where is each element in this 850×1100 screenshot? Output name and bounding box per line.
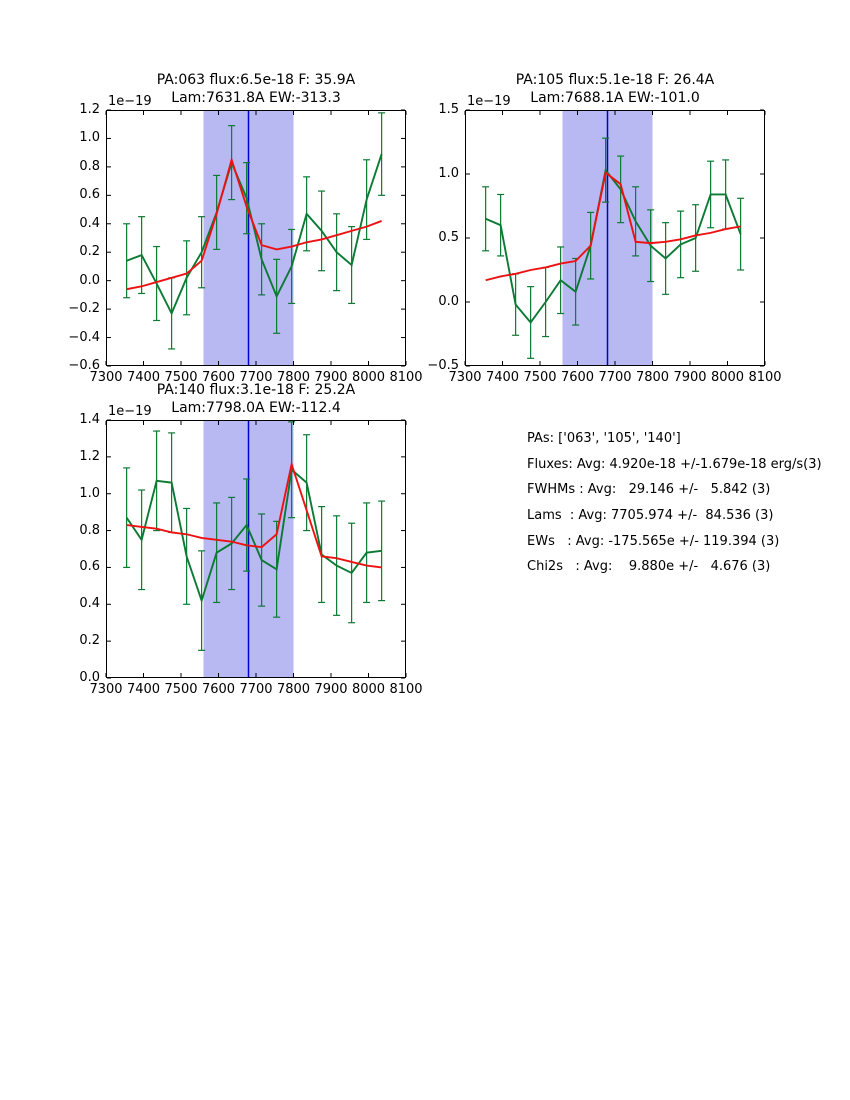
y-tick-label: 0.6 xyxy=(79,559,100,575)
x-tick-label: 7800 xyxy=(276,682,311,697)
y-tick-label: 0.0 xyxy=(79,272,100,288)
x-tick-label: 7900 xyxy=(673,370,707,385)
x-tick-label: 8000 xyxy=(710,370,745,385)
x-tick-label: 7900 xyxy=(314,682,348,697)
y-tick-label: −0.2 xyxy=(68,301,100,317)
spectrum-line xyxy=(125,467,382,604)
x-tick-label: 7400 xyxy=(126,370,161,385)
stats-panel: PAs: ['063', '105', '140'] Fluxes: Avg: … xyxy=(527,431,822,585)
x-tick-label: 7600 xyxy=(201,682,236,697)
y-tick-label: 1.2 xyxy=(79,449,100,465)
x-tick-label: 7300 xyxy=(89,370,123,385)
y-tick-label: −0.5 xyxy=(427,358,459,374)
y-tick-label: 1.0 xyxy=(438,166,459,182)
y-axis-offset-label: 1e−19 xyxy=(467,94,511,109)
x-tick-label: 7500 xyxy=(523,370,557,385)
y-tick-label: 0.4 xyxy=(79,596,100,612)
y-tick-label: 0.8 xyxy=(79,522,100,538)
y-tick-label: 1.4 xyxy=(79,412,100,428)
y-tick-label: 1.0 xyxy=(79,485,100,501)
stats-line-fluxes: Fluxes: Avg: 4.920e-18 +/-1.679e-18 erg/… xyxy=(527,456,822,472)
x-tick-label: 7800 xyxy=(276,370,311,385)
gaussian-fit-line xyxy=(126,156,382,291)
plot-title-flux-line: PA:105 flux:5.1e-18 F: 26.4A xyxy=(515,72,715,88)
plot-title-lam-line: Lam:7798.0A EW:-112.4 xyxy=(171,400,341,416)
y-tick-label: 0.5 xyxy=(438,230,459,246)
y-tick-label: −0.4 xyxy=(68,329,100,345)
y-tick-label: 0.2 xyxy=(79,633,100,649)
x-tick-label: 7900 xyxy=(314,370,348,385)
spectrum-line xyxy=(126,153,383,316)
x-tick-label: 7400 xyxy=(485,370,520,385)
y-tick-label: 0.4 xyxy=(79,215,100,231)
x-tick-label: 7500 xyxy=(164,682,198,697)
stats-line-ews: EWs : Avg: -175.565e +/- 119.394 (3) xyxy=(527,533,780,549)
y-tick-label: 1.0 xyxy=(79,130,100,146)
y-axis-offset-label: 1e−19 xyxy=(108,94,152,109)
spectrum-plot-pa140: PA:140 flux:3.1e-18 F: 25.2A Lam:7798.0A… xyxy=(79,382,422,697)
x-tick-label: 7300 xyxy=(448,370,482,385)
y-tick-label: 1.5 xyxy=(438,102,459,118)
y-axis-offset-label: 1e−19 xyxy=(108,404,152,419)
x-tick-label: 8100 xyxy=(389,682,423,697)
stats-line-pas: PAs: ['063', '105', '140'] xyxy=(527,431,681,446)
x-tick-label: 7700 xyxy=(239,370,273,385)
y-tick-label: 0.6 xyxy=(79,187,100,203)
x-tick-label: 7500 xyxy=(164,370,198,385)
gaussian-fit-line xyxy=(485,171,741,282)
y-tick-label: 0.2 xyxy=(79,244,100,260)
stats-line-fwhms: FWHMs : Avg: 29.146 +/- 5.842 (3) xyxy=(527,482,771,498)
x-tick-label: 7600 xyxy=(201,370,236,385)
x-tick-label: 7700 xyxy=(239,682,273,697)
x-tick-label: 7300 xyxy=(89,682,123,697)
x-tick-label: 8100 xyxy=(748,370,782,385)
x-tick-label: 8000 xyxy=(351,682,386,697)
plot-canvas xyxy=(105,109,407,367)
plot-title-flux-line: PA:063 flux:6.5e-18 F: 35.9A xyxy=(156,72,356,88)
spectrum-plot-pa105: PA:105 flux:5.1e-18 F: 26.4A Lam:7688.1A… xyxy=(427,72,781,385)
plot-canvas xyxy=(105,419,407,679)
y-tick-label: 0.0 xyxy=(438,294,459,310)
axes-frame xyxy=(465,110,765,366)
axes-frame xyxy=(106,420,406,678)
x-tick-label: 7800 xyxy=(635,370,670,385)
plot-title-lam-line: Lam:7631.8A EW:-313.3 xyxy=(171,90,341,106)
y-tick-label: −0.6 xyxy=(68,358,100,374)
gaussian-fit-line xyxy=(126,460,382,569)
x-tick-label: 7400 xyxy=(126,682,161,697)
x-tick-label: 7700 xyxy=(598,370,632,385)
y-tick-label: 0.0 xyxy=(79,670,100,686)
axes-frame xyxy=(106,110,406,366)
spectrum-plot-pa063: PA:063 flux:6.5e-18 F: 35.9A Lam:7631.8A… xyxy=(68,72,422,385)
y-tick-label: 0.8 xyxy=(79,159,100,175)
x-tick-label: 8000 xyxy=(351,370,386,385)
plot-canvas xyxy=(464,109,766,367)
x-tick-label: 7600 xyxy=(560,370,595,385)
plot-title-flux-line: PA:140 flux:3.1e-18 F: 25.2A xyxy=(156,382,356,398)
x-tick-label: 8100 xyxy=(389,370,423,385)
spectrum-line xyxy=(485,167,742,325)
stats-line-chi2s: Chi2s : Avg: 9.880e +/- 4.676 (3) xyxy=(527,559,771,575)
stats-line-lams: Lams : Avg: 7705.974 +/- 84.536 (3) xyxy=(527,508,774,524)
y-tick-label: 1.2 xyxy=(79,102,100,118)
plot-title-lam-line: Lam:7688.1A EW:-101.0 xyxy=(530,90,700,106)
